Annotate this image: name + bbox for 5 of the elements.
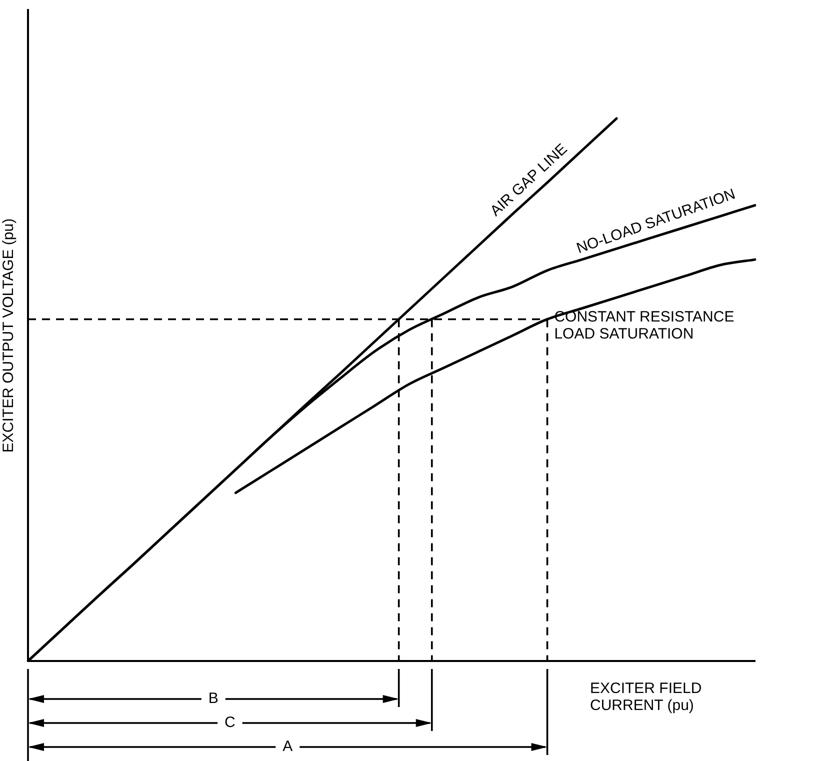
text: B <box>208 690 218 708</box>
text: A <box>282 738 293 756</box>
y-axis-title: EXCITER OUTPUT VOLTAGE (pu) <box>0 218 18 453</box>
x-axis-title: EXCITER FIELD CURRENT (pu) <box>590 680 702 714</box>
text: C <box>224 714 236 732</box>
